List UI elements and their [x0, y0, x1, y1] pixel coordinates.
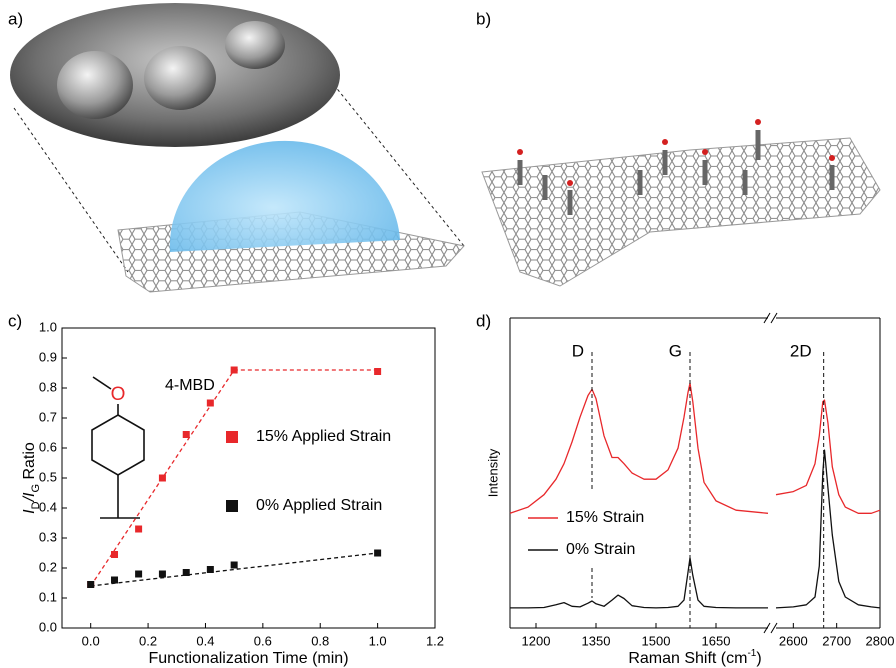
molecule: O [92, 377, 144, 518]
y-axis-label-part: D [30, 501, 42, 509]
y-axis-label-part: Ratio [21, 442, 38, 484]
x-tick-label: 0.2 [139, 633, 157, 648]
x-axis-label-part: ) [756, 650, 761, 667]
x-tick-label: 1350 [582, 633, 611, 648]
x-tick-label: 0.8 [311, 633, 329, 648]
legend-label: 0% Strain [566, 541, 635, 558]
marker [231, 367, 238, 374]
y-axis-label-part: /I [21, 492, 38, 502]
marker [374, 550, 381, 557]
marker [374, 368, 381, 375]
panel-label: a) [8, 9, 23, 28]
marker [111, 551, 118, 558]
x-tick-label: 1.2 [426, 633, 444, 648]
y-tick-label: 0.5 [39, 469, 57, 484]
x-axis-label: Raman Shift (cm-1) [628, 648, 761, 667]
marker [135, 571, 142, 578]
marker [207, 400, 214, 407]
marker [183, 569, 190, 576]
oxygen: O [111, 384, 126, 405]
legend-label: 0% Applied Strain [256, 497, 382, 514]
legend-marker [226, 500, 238, 512]
illustration-b [482, 119, 880, 286]
x-tick-label: 0.6 [254, 633, 272, 648]
y-axis-label-part: G [30, 484, 42, 493]
y-tick-label: 0.1 [39, 589, 57, 604]
marker [183, 431, 190, 438]
marker [111, 577, 118, 584]
marker [135, 526, 142, 533]
y-tick-label: 0.7 [39, 409, 57, 424]
x-tick-label: 2800 [866, 633, 895, 648]
peak-label: 2D [790, 341, 812, 360]
x-tick-label: 1650 [702, 633, 731, 648]
y-tick-label: 0.3 [39, 529, 57, 544]
panel-label: b) [476, 9, 491, 28]
y-tick-label: 0.9 [39, 349, 57, 364]
y-tick-label: 1.0 [39, 319, 57, 334]
panel-label: d) [476, 311, 491, 330]
y-axis-label: Intensity [485, 448, 500, 497]
x-axis-label-part: Raman Shift (cm [628, 650, 747, 667]
panel-label: c) [8, 311, 22, 330]
x-tick-label: 1500 [642, 633, 671, 648]
illustration-a [10, 3, 464, 292]
annotation: 4-MBD [165, 377, 215, 394]
legend-label: 15% Applied Strain [256, 428, 391, 445]
marker [207, 566, 214, 573]
x-tick-label: 1.0 [369, 633, 387, 648]
fit-line [91, 553, 378, 586]
x-tick-label: 2600 [779, 633, 808, 648]
x-axis-label: Functionalization Time (min) [148, 650, 348, 667]
legend-marker [226, 431, 238, 443]
y-tick-label: 0.0 [39, 619, 57, 634]
spectrum-line [510, 383, 880, 513]
marker [87, 581, 94, 588]
x-tick-label: 0.4 [196, 633, 214, 648]
y-tick-label: 0.8 [39, 379, 57, 394]
y-tick-label: 0.6 [39, 439, 57, 454]
peak-label: G [669, 341, 682, 360]
legend-label: 15% Strain [566, 509, 644, 526]
marker [231, 562, 238, 569]
fit-line [91, 370, 378, 586]
x-tick-label: 2700 [822, 633, 851, 648]
spectrum-line [510, 450, 880, 608]
peak-label: D [572, 341, 584, 360]
y-tick-label: 0.2 [39, 559, 57, 574]
figure: O a) b) c) d) 0.0 0.2 0.4 0.6 0.8 1.0 1.2 0.0 0.1 0.2… [0, 0, 896, 668]
x-tick-label: 1200 [522, 633, 551, 648]
marker [159, 475, 166, 482]
marker [159, 571, 166, 578]
x-tick-label: 0.0 [82, 633, 100, 648]
